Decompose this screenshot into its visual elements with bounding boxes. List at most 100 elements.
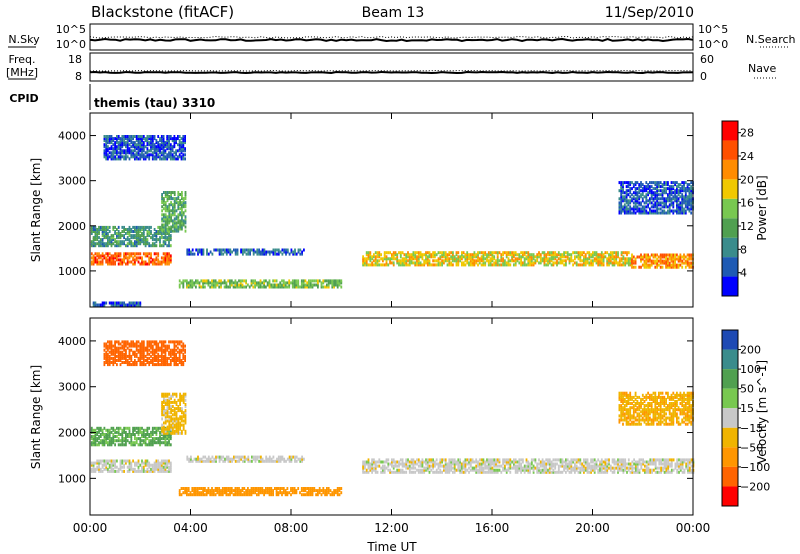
power-cell	[583, 263, 585, 267]
power-cell	[177, 205, 180, 209]
velocity-cell	[101, 459, 104, 463]
power-cell	[534, 259, 537, 263]
power-cell	[509, 259, 512, 263]
power-cell	[112, 238, 115, 242]
power-cell	[638, 209, 641, 213]
power-cell	[652, 205, 655, 209]
power-cell	[177, 137, 179, 141]
power-cell	[513, 253, 515, 257]
power-cell	[559, 259, 562, 263]
power-cell	[423, 259, 426, 263]
power-cell	[532, 257, 535, 261]
power-cell	[276, 252, 278, 256]
power-cell	[595, 261, 598, 265]
power-cell	[218, 252, 221, 256]
power-cell	[181, 211, 183, 215]
power-cell	[134, 252, 136, 256]
power-cell	[513, 263, 515, 267]
power-cell	[364, 259, 366, 263]
velocity-cell	[179, 400, 181, 404]
power-cell	[686, 187, 689, 191]
power-cell	[550, 251, 553, 255]
power-cell	[153, 137, 156, 141]
velocity-cell	[426, 460, 429, 464]
velocity-cell	[126, 359, 129, 362]
power-cell	[151, 155, 154, 159]
power-cell	[690, 185, 693, 189]
power-cell	[160, 256, 163, 260]
power-cell	[135, 240, 138, 244]
power-cell	[527, 257, 530, 261]
power-cell	[105, 147, 108, 151]
velocity-cell	[486, 466, 488, 470]
power-cell	[144, 242, 147, 246]
power-cell	[643, 263, 646, 267]
power-cell	[661, 265, 664, 269]
power-cell	[291, 279, 294, 283]
velocity-cell	[225, 491, 228, 495]
velocity-cell	[265, 455, 268, 459]
power-cell	[634, 259, 637, 263]
velocity-cell	[125, 356, 127, 360]
power-cell	[116, 141, 118, 145]
power-cell	[509, 263, 512, 267]
velocity-cell	[128, 352, 131, 356]
velocity-cell	[281, 487, 283, 490]
power-cell	[103, 137, 106, 141]
power-cell	[101, 225, 104, 229]
power-cell	[126, 256, 129, 260]
velocity-cell	[448, 460, 451, 464]
velocity-cell	[186, 491, 188, 495]
velocity-cell	[502, 458, 504, 462]
velocity-cell	[155, 426, 158, 430]
velocity-cell	[421, 460, 424, 464]
power-cell	[625, 189, 628, 193]
power-cell	[166, 135, 169, 138]
power-cell	[311, 283, 314, 287]
power-cell	[432, 253, 434, 257]
power-cell	[148, 155, 151, 159]
velocity-cell	[263, 459, 266, 463]
power-cell	[128, 234, 131, 238]
velocity-cell	[184, 398, 187, 402]
power-cell	[530, 253, 533, 257]
velocity-cell	[419, 462, 422, 466]
power-cell	[139, 143, 142, 147]
velocity-cell	[288, 457, 291, 461]
power-cell	[96, 232, 99, 235]
power-cell	[90, 256, 93, 260]
velocity-cell	[184, 417, 187, 421]
velocity-cell	[516, 466, 519, 470]
velocity-cell	[148, 443, 151, 447]
velocity-cell	[181, 429, 183, 433]
power-cell	[239, 279, 242, 283]
power-cell	[107, 232, 109, 235]
power-cell	[268, 250, 271, 254]
velocity-cell	[452, 460, 454, 464]
power-cell	[116, 135, 118, 138]
velocity-cell	[148, 441, 151, 445]
velocity-cell	[191, 459, 194, 463]
power-cell	[523, 259, 526, 263]
power-cell	[656, 257, 658, 261]
power-cell	[171, 149, 174, 153]
velocity-cell	[383, 468, 386, 472]
velocity-cell	[495, 464, 497, 468]
velocity-cell	[259, 489, 262, 493]
velocity-cell	[132, 430, 134, 434]
velocity-cell	[161, 429, 163, 433]
power-cell	[177, 193, 180, 196]
velocity-cell	[112, 459, 115, 463]
power-cell	[369, 253, 372, 257]
velocity-cell	[426, 458, 429, 462]
power-cell	[683, 261, 685, 265]
power-cell	[151, 236, 154, 240]
velocity-cell	[329, 489, 332, 493]
power-cell	[634, 203, 637, 207]
velocity-cell	[495, 468, 497, 472]
power-cell	[309, 285, 312, 289]
velocity-cell	[525, 466, 528, 470]
velocity-cell	[443, 458, 445, 462]
velocity-cell	[160, 459, 163, 463]
